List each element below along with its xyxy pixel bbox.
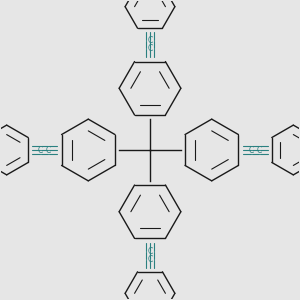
- Text: C: C: [147, 255, 153, 264]
- Text: C: C: [257, 146, 262, 154]
- Text: C: C: [46, 146, 51, 154]
- Text: C: C: [249, 146, 254, 154]
- Text: C: C: [147, 44, 153, 53]
- Text: C: C: [147, 247, 153, 256]
- Text: C: C: [38, 146, 43, 154]
- Text: C: C: [147, 36, 153, 45]
